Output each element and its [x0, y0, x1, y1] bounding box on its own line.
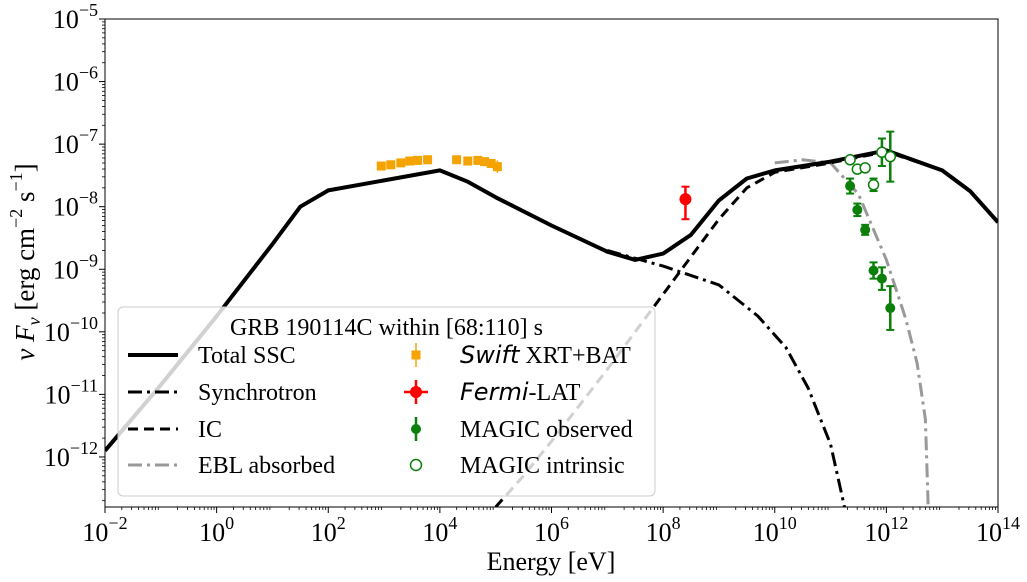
y-tick-label: 10−11	[45, 375, 98, 409]
point-magic-observed	[852, 204, 863, 215]
point-swift-xrt-bat	[480, 157, 490, 167]
y-axis-label: ν Fν [erg cm−2 s−1]	[6, 163, 44, 360]
point-magic-observed	[885, 303, 896, 314]
data-points	[376, 130, 897, 331]
point-fermi-lat	[679, 193, 692, 206]
curve-synchrotron	[606, 249, 846, 507]
point-swift-xrt-bat	[463, 156, 473, 166]
x-tick-label: 106	[534, 513, 569, 547]
legend-label-5: Swift XRT+BAT	[460, 341, 631, 369]
point-swift-xrt-bat	[405, 156, 415, 166]
y-tick-label: 10−8	[53, 188, 98, 222]
legend-label-synchrotron: Synchrotron	[198, 380, 317, 406]
x-tick-label: 1014	[976, 513, 1020, 547]
legend-label-8: MAGIC intrinsic	[460, 453, 625, 479]
legend-label-6: Fermi-LAT	[460, 378, 581, 406]
point-magic-intrinsic	[884, 150, 897, 163]
point-magic-intrinsic	[844, 154, 856, 166]
legend-label-7: MAGIC observed	[460, 417, 633, 443]
point-swift-xrt-bat	[452, 155, 462, 165]
x-tick-label: 10−2	[82, 513, 127, 547]
y-tick-label: 10−6	[53, 63, 98, 97]
legend-box	[117, 306, 656, 497]
point-magic-observed	[876, 273, 887, 284]
point-magic-intrinsic	[867, 179, 880, 191]
x-axis-label: Energy [eV]	[487, 547, 616, 576]
point-swift-xrt-bat	[386, 160, 396, 170]
point-swift-xrt-bat	[486, 159, 496, 169]
y-tick-label: 10−7	[53, 125, 98, 159]
y-tick-label: 10−10	[44, 313, 98, 347]
y-tick-label: 10−9	[53, 250, 98, 284]
legend-marker-open	[409, 458, 423, 472]
x-tick-label: 102	[311, 513, 346, 547]
point-magic-observed	[845, 181, 856, 192]
point-swift-xrt-bat	[396, 158, 406, 168]
x-tick-label: 1010	[753, 513, 797, 547]
y-tick-label: 10−5	[53, 0, 98, 34]
legend-marker-swift	[411, 350, 421, 360]
legend-label-total-ssc: Total SSC	[198, 343, 296, 369]
legend-title: GRB 190114C within [68:110] s	[230, 315, 543, 341]
point-magic-observed	[860, 224, 871, 235]
point-swift-xrt-bat	[492, 162, 502, 172]
x-tick-label: 100	[199, 513, 234, 547]
point-magic-observed	[868, 265, 879, 276]
point-swift-xrt-bat	[413, 155, 423, 165]
legend-marker	[411, 424, 421, 434]
point-swift-xrt-bat	[376, 161, 386, 171]
x-tick-label: 108	[646, 513, 681, 547]
x-axis-ticks: 10−2 100 102 104 106 108 1010 1012 1014	[82, 507, 1020, 547]
point-magic-intrinsic	[859, 162, 871, 174]
legend-label-ic: IC	[198, 417, 222, 443]
legend-label-ebl-absorbed: EBL absorbed	[198, 453, 335, 479]
curve-ebl-absorbed	[774, 158, 930, 507]
x-tick-label: 1012	[864, 513, 908, 547]
point-swift-xrt-bat	[473, 155, 483, 165]
point-swift-xrt-bat	[423, 155, 433, 165]
legend-marker	[410, 386, 422, 398]
y-axis-ticks: 10−12 10−11 10−10 10−9 10−8 10−7 10−6 10−5	[44, 0, 105, 502]
y-tick-label: 10−12	[44, 438, 98, 472]
x-tick-label: 104	[422, 513, 457, 547]
